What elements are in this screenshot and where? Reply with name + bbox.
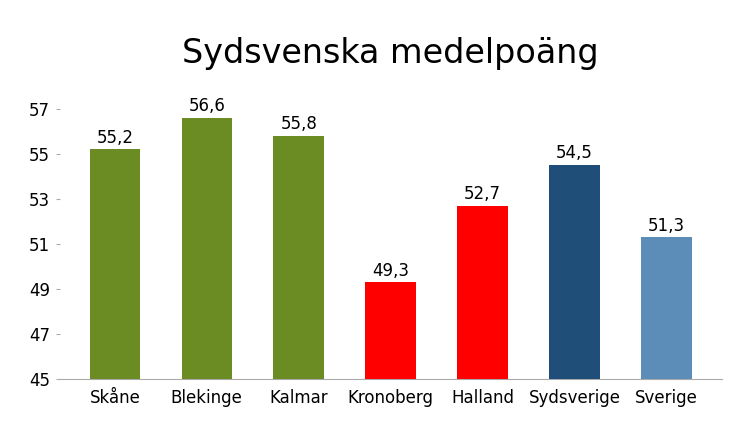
Text: 56,6: 56,6 [188,97,225,115]
Bar [641,237,692,379]
Title: Sydsvenska medelpoäng: Sydsvenska medelpoäng [182,37,599,70]
Text: 52,7: 52,7 [464,185,501,203]
Bar [458,206,507,379]
Text: 55,2: 55,2 [97,129,133,146]
Text: 49,3: 49,3 [372,262,409,280]
Bar [549,165,600,379]
Text: 54,5: 54,5 [556,144,593,162]
Bar [365,282,416,379]
Text: 51,3: 51,3 [648,217,685,235]
Bar [89,149,140,379]
Bar [274,136,324,379]
Bar [182,118,232,379]
Text: 55,8: 55,8 [280,115,317,133]
